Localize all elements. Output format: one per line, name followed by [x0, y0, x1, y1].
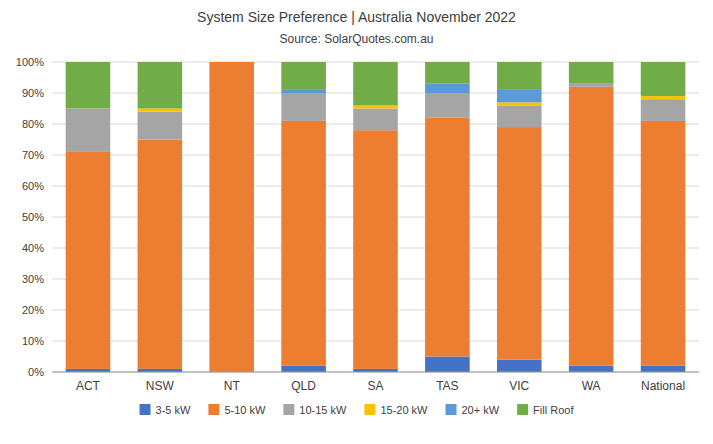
bar-segment — [497, 360, 542, 372]
bar-segment — [138, 62, 183, 109]
y-tick-label: 30% — [22, 273, 44, 285]
bar-segment — [209, 62, 254, 63]
y-tick-label: 10% — [22, 335, 44, 347]
bar-segment — [281, 62, 326, 90]
bar-segment — [353, 105, 398, 108]
y-tick-label: 100% — [16, 56, 44, 68]
legend-label: Fill Roof — [533, 404, 574, 416]
bar-segment — [569, 366, 614, 372]
bar-segment — [569, 87, 614, 366]
legend-label: 20+ kW — [462, 404, 500, 416]
x-tick-label: WA — [582, 379, 601, 393]
y-tick-label: 40% — [22, 242, 44, 254]
bar-segment — [281, 366, 326, 372]
x-tick-label: SA — [367, 379, 383, 393]
legend-swatch — [140, 404, 151, 415]
x-tick-label: QLD — [291, 379, 316, 393]
series — [66, 62, 686, 109]
title: System Size Preference | Australia Novem… — [197, 9, 516, 25]
y-tick-label: 90% — [22, 87, 44, 99]
y-tick-label: 50% — [22, 211, 44, 223]
bars — [66, 62, 686, 372]
legend-item: 5-10 kW — [208, 404, 266, 416]
legend-swatch — [364, 404, 375, 415]
x-tick-label: TAS — [436, 379, 458, 393]
legend: 3-5 kW 5-10 kW 10-15 kW 15-20 kW 20+ kW Fill … — [140, 404, 575, 416]
bar-segment — [138, 112, 183, 140]
bar-segment — [569, 84, 614, 87]
legend-label: 5-10 kW — [224, 404, 266, 416]
bar-segment — [497, 105, 542, 127]
x-axis: ACT NSW NT QLD SA TAS VIC WA National — [76, 379, 685, 393]
bar-segment — [209, 62, 254, 63]
bar-segment — [66, 152, 111, 369]
legend-item: 3-5 kW — [140, 404, 191, 416]
legend-item: 20+ kW — [446, 404, 500, 416]
legend-item: 15-20 kW — [364, 404, 428, 416]
legend-item: 10-15 kW — [283, 404, 347, 416]
bar-segment — [497, 102, 542, 105]
bar-segment — [641, 121, 686, 366]
grid-line — [52, 372, 699, 373]
series — [66, 62, 686, 372]
legend-swatch — [283, 404, 294, 415]
bar-segment — [497, 90, 542, 102]
bar-segment — [209, 62, 254, 63]
bar-segment — [353, 130, 398, 369]
y-axis: 0% 10% 20% 30% 40% 50% 60% 70% 80% 90% 100% — [16, 56, 44, 378]
bar-segment — [569, 62, 614, 84]
bar-segment — [281, 90, 326, 93]
legend-item: Fill Roof — [517, 404, 574, 416]
bar-segment — [641, 96, 686, 99]
bar-segment — [138, 109, 183, 112]
bar-segment — [209, 62, 254, 63]
x-axis-line — [52, 372, 699, 373]
legend-swatch — [517, 404, 528, 415]
bar-segment — [353, 109, 398, 131]
bar-segment — [641, 99, 686, 121]
y-tick-label: 80% — [22, 118, 44, 130]
bar-segment — [66, 62, 111, 109]
subtitle: Source: SolarQuotes.com.au — [279, 32, 433, 46]
y-tick-label: 70% — [22, 149, 44, 161]
y-tick-label: 60% — [22, 180, 44, 192]
bar-segment — [425, 118, 470, 357]
bar-segment — [138, 140, 183, 369]
legend-label: 10-15 kW — [299, 404, 347, 416]
bar-segment — [353, 62, 398, 105]
y-tick-label: 20% — [22, 304, 44, 316]
bar-segment — [281, 93, 326, 121]
bar-segment — [497, 127, 542, 360]
legend-swatch — [208, 404, 219, 415]
bar-segment — [641, 62, 686, 96]
x-tick-label: National — [641, 379, 685, 393]
bar-segment — [425, 357, 470, 373]
bar-segment — [66, 109, 111, 152]
chart: System Size Preference | Australia Novem… — [0, 0, 713, 444]
legend-label: 15-20 kW — [380, 404, 428, 416]
bar-segment — [425, 62, 470, 84]
legend-label: 3-5 kW — [156, 404, 191, 416]
x-tick-label: NT — [224, 379, 241, 393]
grid — [52, 62, 699, 372]
bar-segment — [497, 62, 542, 90]
x-tick-label: NSW — [146, 379, 175, 393]
x-tick-label: ACT — [76, 379, 101, 393]
legend-swatch — [446, 404, 457, 415]
x-tick-label: VIC — [509, 379, 529, 393]
bar-segment — [641, 366, 686, 372]
bar-segment — [425, 93, 470, 118]
bar-segment — [209, 62, 254, 372]
y-tick-label: 0% — [28, 366, 44, 378]
bar-segment — [425, 84, 470, 93]
bar-segment — [281, 121, 326, 366]
series — [138, 96, 686, 112]
